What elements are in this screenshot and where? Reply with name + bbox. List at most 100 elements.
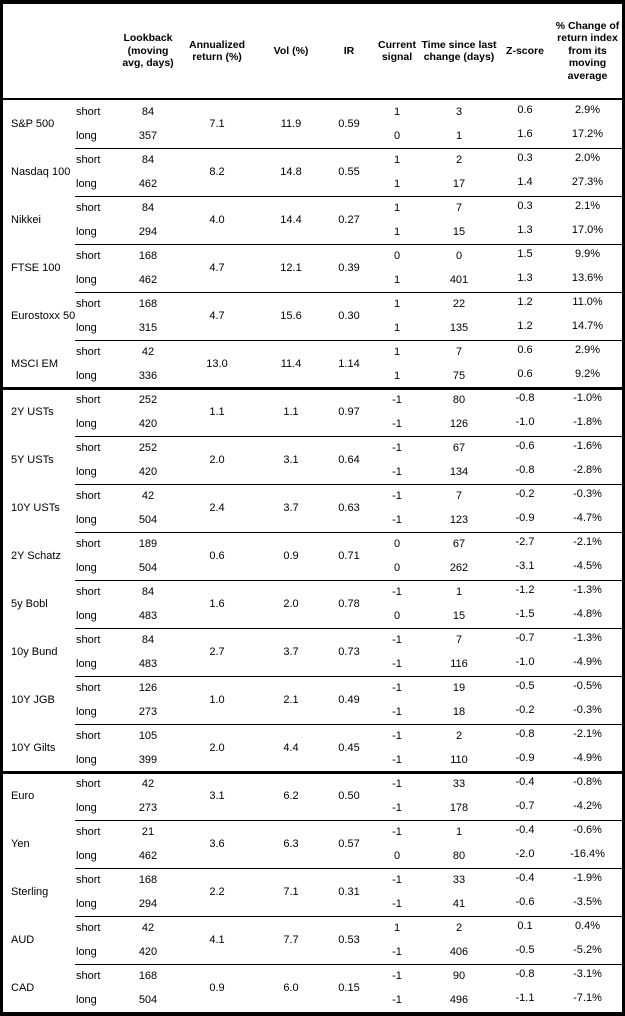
ir: 0.50 <box>338 790 360 802</box>
z-score-long: -0.8 <box>515 464 535 476</box>
pct-change-short: -1.6% <box>573 440 602 452</box>
leg-label-long: long <box>76 370 97 382</box>
vol: 2.1 <box>283 694 299 706</box>
time-since-long: 15 <box>452 610 466 622</box>
pct-change-short: -3.1% <box>573 968 602 980</box>
time-since-short: 0 <box>455 250 463 262</box>
vol: 7.1 <box>283 886 299 898</box>
lookback-short: 252 <box>138 442 158 454</box>
z-score-long: -0.9 <box>515 512 535 524</box>
lookback-long: 483 <box>138 658 158 670</box>
table-row-group: S&P 500 short long 84 357 7.1 11.9 0.59 1 0 3 1 0.6 1… <box>3 100 622 148</box>
leg-label-long: long <box>76 658 97 670</box>
leg-label-long: long <box>76 562 97 574</box>
pct-change-short: -2.1% <box>573 536 602 548</box>
annualized-return: 1.6 <box>209 598 225 610</box>
pct-change-short: 2.1% <box>574 200 601 212</box>
z-score-long: 1.6 <box>517 128 533 140</box>
z-score-long: -0.9 <box>515 752 535 764</box>
lookback-long: 420 <box>138 946 158 958</box>
vol: 1.1 <box>283 406 299 418</box>
z-score-long: 0.6 <box>517 368 533 380</box>
signal-short: 1 <box>393 154 401 166</box>
z-score-long: -1.1 <box>515 992 535 1004</box>
signal-long: 0 <box>393 850 401 862</box>
leg-label-long: long <box>76 754 97 766</box>
leg-label-short: short <box>76 106 101 118</box>
leg-label-long: long <box>76 130 97 142</box>
leg-label-long: long <box>76 946 97 958</box>
leg-label-long: long <box>76 610 97 622</box>
signal-long: 1 <box>393 178 401 190</box>
annualized-return: 2.2 <box>209 886 225 898</box>
pct-change-long: -4.9% <box>573 752 602 764</box>
leg-label-short: short <box>76 826 101 838</box>
vol: 4.4 <box>283 742 299 754</box>
signal-long: -1 <box>392 898 402 910</box>
lookback-short: 189 <box>138 538 158 550</box>
lookback-long: 336 <box>138 370 158 382</box>
leg-label-long: long <box>76 514 97 526</box>
signal-short: -1 <box>392 874 402 886</box>
ir: 0.30 <box>338 310 360 322</box>
pct-change-short: -0.5% <box>573 680 602 692</box>
signal-long: 0 <box>393 562 401 574</box>
time-since-long: 262 <box>449 562 469 574</box>
header-current-signal: Current signal <box>378 38 416 64</box>
header-time-since-change: Time since last change (days) <box>421 38 497 64</box>
z-score-short: 0.3 <box>517 200 533 212</box>
z-score-short: 0.6 <box>517 104 533 116</box>
time-since-long: 17 <box>452 178 466 190</box>
signal-long: -1 <box>392 658 402 670</box>
lookback-short: 84 <box>141 202 155 214</box>
z-score-long: -0.7 <box>515 800 535 812</box>
time-since-short: 1 <box>455 826 463 838</box>
time-since-long: 178 <box>449 802 469 814</box>
table-row-group: 2Y USTs short long 252 420 1.1 1.1 0.97 -1 -1 80 12… <box>3 387 622 436</box>
leg-label-short: short <box>76 682 101 694</box>
pct-change-short: -1.9% <box>573 872 602 884</box>
pct-change-short: 2.9% <box>574 344 601 356</box>
leg-label-long: long <box>76 466 97 478</box>
instrument-name: CAD <box>11 982 35 994</box>
ir: 0.39 <box>338 262 360 274</box>
signal-long: 1 <box>393 370 401 382</box>
ir: 1.14 <box>338 358 360 370</box>
table-row-group: 10Y JGB short long 126 273 1.0 2.1 0.49 -1 -1 19 18… <box>3 676 622 724</box>
z-score-long: 1.3 <box>517 224 533 236</box>
table-row-group: 10Y USTs short long 42 504 2.4 3.7 0.63 -1 -1 7 123… <box>3 484 622 532</box>
pct-change-short: -1.3% <box>573 584 602 596</box>
time-since-long: 116 <box>450 658 468 670</box>
annualized-return: 3.6 <box>209 838 225 850</box>
signal-short: 1 <box>393 202 401 214</box>
pct-change-short: -0.6% <box>573 824 602 836</box>
pct-change-short: 2.0% <box>574 152 601 164</box>
signal-long: -1 <box>392 946 402 958</box>
z-score-short: -0.5 <box>515 680 535 692</box>
leg-label-long: long <box>76 322 97 334</box>
instrument-name: 5Y USTs <box>11 454 54 466</box>
instrument-name: Yen <box>11 838 30 850</box>
annualized-return: 7.1 <box>209 118 225 130</box>
pct-change-short: -2.1% <box>573 728 602 740</box>
instrument-name: Euro <box>11 790 35 802</box>
instrument-name: 2Y Schatz <box>11 550 61 562</box>
signal-short: -1 <box>392 586 402 598</box>
lookback-long: 504 <box>138 514 158 526</box>
z-score-short: 1.5 <box>517 248 533 260</box>
lookback-short: 84 <box>141 154 155 166</box>
leg-label-short: short <box>76 970 101 982</box>
time-since-short: 7 <box>455 202 463 214</box>
header-pct-change: % Change of return index from its moving… <box>555 19 620 82</box>
time-since-short: 19 <box>452 682 466 694</box>
pct-change-short: -1.3% <box>573 632 602 644</box>
vol: 6.0 <box>283 982 299 994</box>
lookback-long: 504 <box>138 562 158 574</box>
z-score-long: -0.6 <box>515 896 535 908</box>
leg-label-short: short <box>76 394 101 406</box>
lookback-long: 294 <box>138 898 158 910</box>
header-lookback: Lookback (moving avg, days) <box>122 32 174 70</box>
table-row-group: Yen short long 21 462 3.6 6.3 0.57 -1 0 1 80 -0.4 -2.… <box>3 820 622 868</box>
header-vol: Vol (%) <box>273 44 309 57</box>
